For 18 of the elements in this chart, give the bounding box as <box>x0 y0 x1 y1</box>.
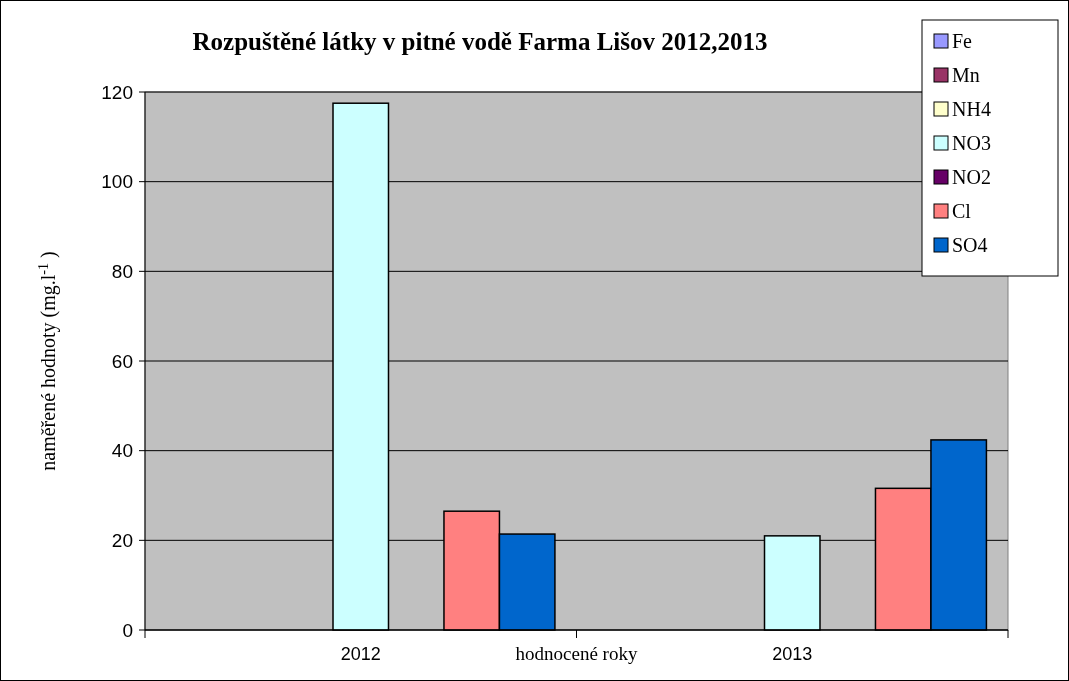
y-tick-label: 0 <box>122 619 133 641</box>
legend-label: NO3 <box>952 132 991 154</box>
y-tick-label: 20 <box>111 529 133 551</box>
x-tick-label: 2012 <box>340 644 381 664</box>
legend-label: SO4 <box>952 234 988 256</box>
legend-label: Mn <box>952 64 980 86</box>
x-axis-title: hodnocené roky <box>515 643 638 664</box>
legend-label: NO2 <box>952 166 991 188</box>
y-tick-label: 100 <box>101 171 133 193</box>
y-tick-label: 60 <box>111 350 133 372</box>
chart-title: Rozpuštěné látky v pitné vodě Farma Lišov 2012,2013 <box>192 28 768 55</box>
legend-label: NH4 <box>952 98 991 120</box>
y-tick-label: 120 <box>101 81 133 103</box>
y-tick-label: 40 <box>111 440 133 462</box>
y-tick-label: 80 <box>111 260 133 282</box>
legend-label: Cl <box>952 200 972 222</box>
legend-label: Fe <box>952 30 973 52</box>
x-tick-label: 2013 <box>772 644 813 664</box>
